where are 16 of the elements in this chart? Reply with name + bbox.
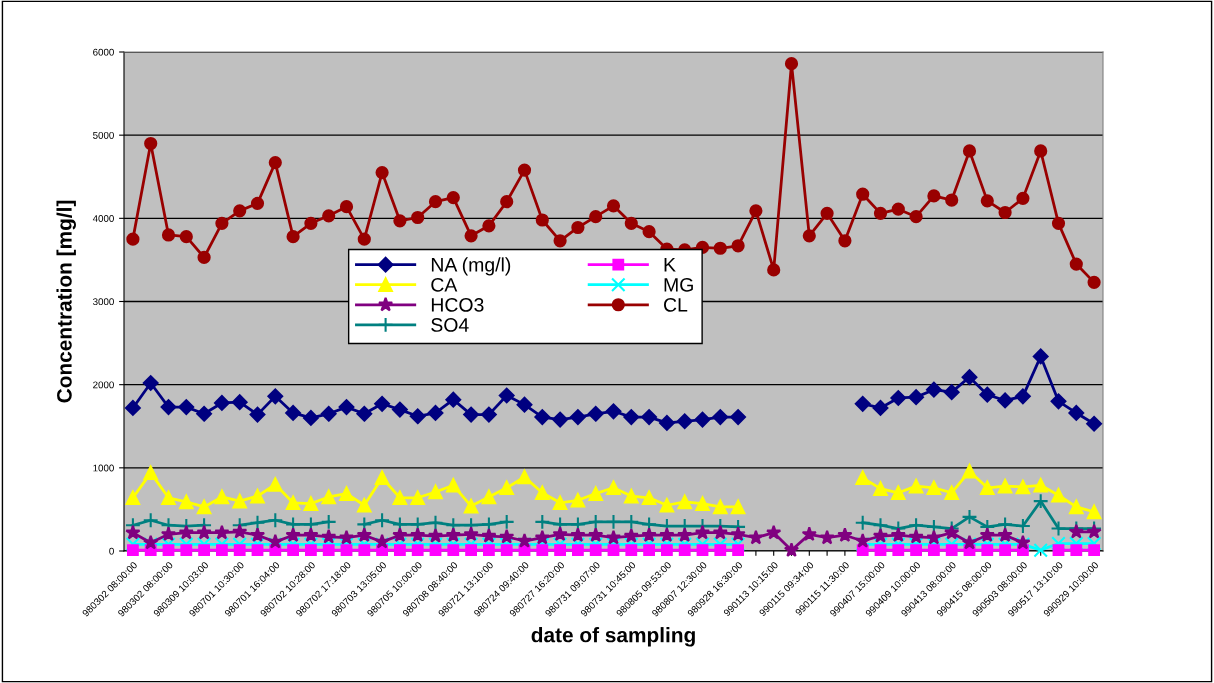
x-axis-title: date of sampling: [531, 627, 695, 647]
legend-label: MG: [664, 277, 693, 292]
legend-label: NA (mg/l): [431, 257, 511, 276]
y-tick-label: 3000: [93, 298, 114, 306]
y-axis-title: Concentration [mg/l]: [56, 200, 76, 403]
legend-label: HCO3: [431, 298, 484, 312]
y-tick-label: 4000: [92, 215, 114, 222]
y-tick-label: 1000: [93, 464, 114, 472]
legend-label: SO4: [431, 318, 469, 332]
y-tick-label: 6000: [93, 48, 114, 56]
y-tick-label: 5000: [93, 131, 114, 139]
legend-label: K: [664, 258, 676, 272]
y-tick-label: 2000: [93, 381, 114, 389]
legend-label: CA: [431, 277, 458, 292]
legend-label: CL: [664, 298, 688, 312]
y-tick-label: 0: [109, 547, 114, 555]
